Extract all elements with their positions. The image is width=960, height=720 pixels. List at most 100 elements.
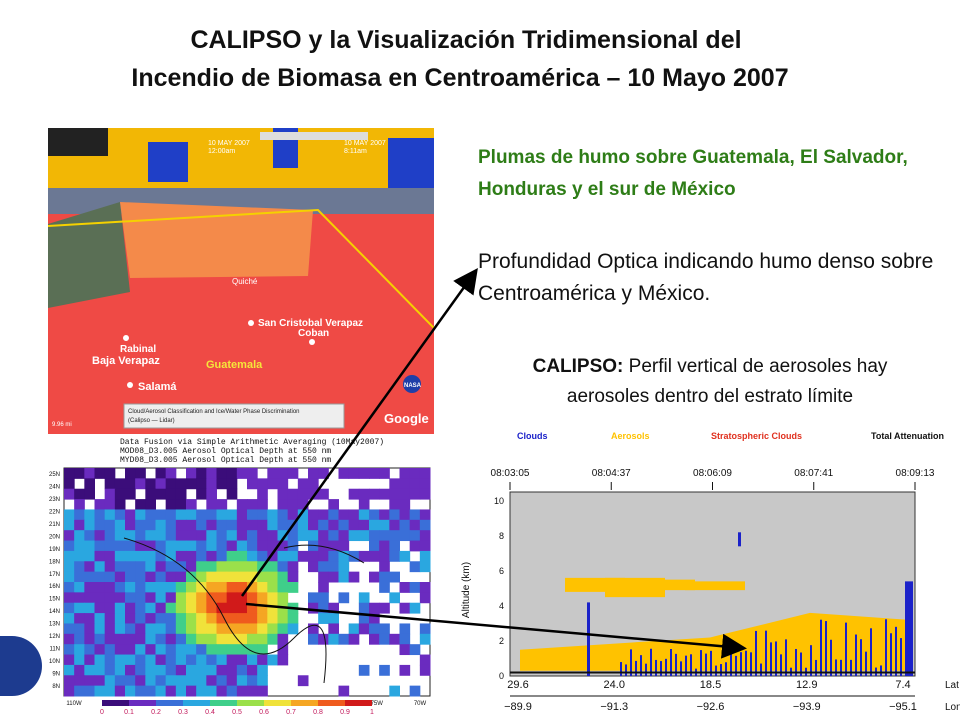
aod-cell bbox=[277, 488, 289, 500]
cloud-column bbox=[650, 648, 652, 676]
aod-cell bbox=[318, 592, 329, 604]
aod-cell bbox=[206, 530, 217, 542]
calipso-profile-svg: Clouds Aerosols Stratospheric Clouds Tot… bbox=[461, 431, 960, 713]
aod-cell bbox=[155, 654, 167, 666]
aod-cell bbox=[308, 592, 319, 604]
aod-cell bbox=[399, 509, 411, 521]
cloud-column bbox=[645, 663, 647, 676]
colorbar-swatch bbox=[345, 700, 372, 706]
aod-cell bbox=[196, 571, 207, 583]
aod-cell bbox=[236, 664, 248, 676]
aod-cell bbox=[206, 644, 217, 656]
aod-cell bbox=[114, 644, 126, 656]
aod-cell bbox=[104, 488, 116, 500]
aod-cell bbox=[125, 592, 136, 604]
cloud-column bbox=[850, 659, 852, 676]
aod-cell bbox=[216, 519, 228, 531]
aod-cell bbox=[348, 571, 360, 583]
aod-cell bbox=[196, 664, 207, 676]
cloud-column bbox=[870, 628, 872, 676]
aod-cell bbox=[165, 613, 177, 624]
aod-cell bbox=[297, 550, 309, 562]
aod-cell bbox=[175, 664, 187, 676]
high-cloud bbox=[738, 532, 741, 547]
aod-cell bbox=[175, 685, 187, 697]
cloud-column bbox=[670, 649, 672, 676]
aod-cell bbox=[328, 623, 339, 635]
aod-cell bbox=[338, 468, 350, 479]
aod-cell bbox=[308, 550, 319, 562]
aod-cell bbox=[399, 519, 411, 531]
aod-cell bbox=[206, 468, 217, 479]
aod-cell bbox=[186, 550, 197, 562]
aod-cell bbox=[277, 602, 289, 614]
aod-cell bbox=[236, 582, 248, 593]
aod-cell bbox=[287, 602, 299, 614]
lon-label: 75W bbox=[371, 701, 384, 707]
aod-cell bbox=[206, 499, 217, 510]
aod-cell bbox=[297, 488, 309, 500]
aod-cell bbox=[226, 685, 238, 697]
earth-3d-svg: 10 MAY 2007 12:00am 10 MAY 2007 8:11am Q… bbox=[48, 128, 434, 429]
aod-cell bbox=[226, 592, 238, 604]
cloud-column bbox=[710, 650, 712, 676]
aod-cell bbox=[369, 540, 380, 552]
aod-cell bbox=[145, 582, 156, 593]
timeline-slider[interactable] bbox=[260, 132, 368, 140]
aod-cell bbox=[226, 530, 238, 542]
aod-cell bbox=[155, 571, 167, 583]
aod-cell bbox=[104, 613, 116, 624]
aod-cell bbox=[135, 602, 146, 614]
aod-cell bbox=[267, 623, 278, 635]
aod-cell bbox=[399, 499, 411, 510]
aod-cell bbox=[257, 478, 268, 490]
aod-cell bbox=[175, 530, 187, 542]
cloud-column bbox=[895, 626, 897, 676]
aod-cell bbox=[267, 561, 278, 573]
aod-cell bbox=[104, 561, 116, 573]
aod-cell bbox=[389, 499, 400, 510]
legend-attenuation: Total Attenuation bbox=[871, 431, 944, 441]
aod-cell bbox=[206, 633, 217, 645]
aod-cell bbox=[165, 478, 177, 490]
aod-cell bbox=[409, 602, 421, 614]
aod-cell bbox=[399, 644, 411, 656]
aod-cell bbox=[94, 582, 106, 593]
aod-cell bbox=[226, 644, 238, 656]
aod-cell bbox=[226, 519, 238, 531]
aod-cell bbox=[277, 530, 289, 542]
colorbar-label: 0.2 bbox=[151, 709, 161, 716]
aod-cell bbox=[379, 509, 390, 521]
aod-cell bbox=[206, 540, 217, 552]
colorbar-swatch bbox=[237, 700, 264, 706]
aod-cell bbox=[206, 519, 217, 531]
cloud-column bbox=[730, 651, 732, 676]
aod-cell bbox=[318, 561, 329, 573]
aod-cell bbox=[155, 664, 167, 676]
altitude-axis-label: Altitude (km) bbox=[461, 562, 472, 618]
aod-cell bbox=[236, 623, 248, 635]
aod-cell bbox=[125, 571, 136, 583]
aod-cell bbox=[236, 561, 248, 573]
aod-cell bbox=[267, 654, 278, 666]
aod-cell bbox=[186, 644, 197, 656]
cloud-column bbox=[885, 619, 887, 676]
aod-cell bbox=[409, 509, 421, 521]
aod-cell bbox=[257, 654, 268, 666]
aod-cell bbox=[399, 468, 411, 479]
cloud-column bbox=[735, 655, 737, 676]
aod-cell bbox=[277, 644, 289, 656]
lat-label: 15N bbox=[49, 597, 60, 603]
aod-cell bbox=[379, 571, 390, 583]
aod-cell bbox=[196, 623, 207, 635]
aod-cell bbox=[165, 644, 177, 656]
aod-cell bbox=[389, 530, 400, 542]
colorbar-swatch bbox=[183, 700, 210, 706]
aod-cell bbox=[277, 633, 289, 645]
place-guatemala: Guatemala bbox=[206, 359, 263, 371]
aod-cell bbox=[348, 468, 360, 479]
aod-cell bbox=[104, 509, 116, 521]
aod-cell bbox=[389, 488, 400, 500]
aod-cell bbox=[125, 519, 136, 531]
page-title-line2: Incendio de Biomasa en Centroamérica – 1… bbox=[131, 64, 789, 92]
